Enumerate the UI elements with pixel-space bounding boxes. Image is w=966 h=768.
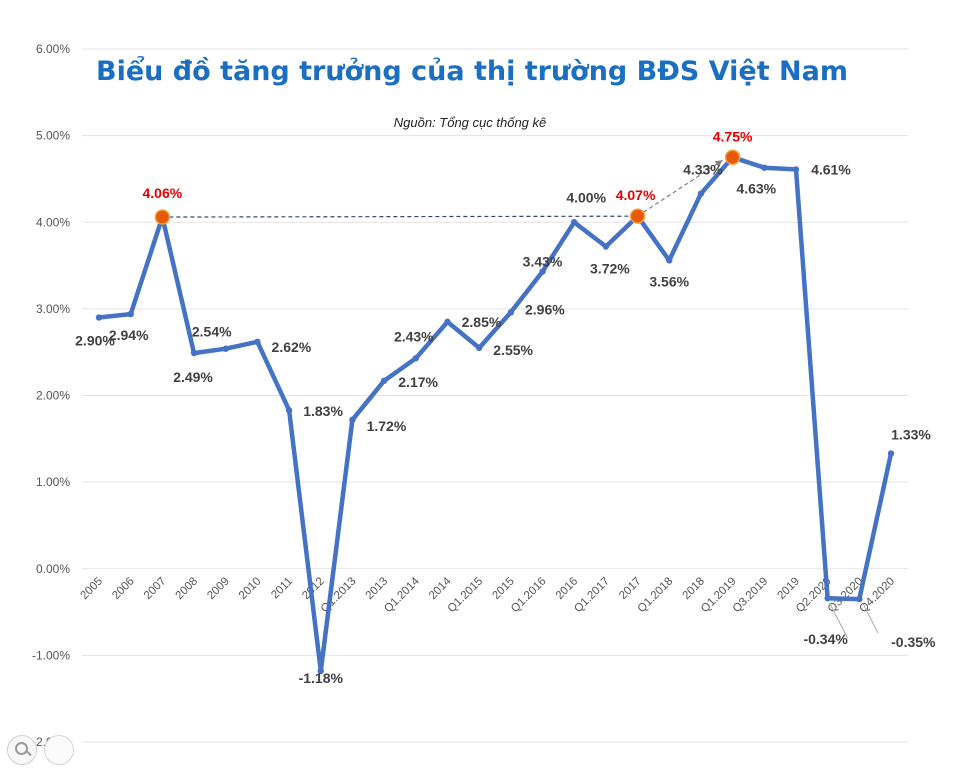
data-point bbox=[222, 345, 229, 352]
y-tick-label: 1.00% bbox=[36, 475, 70, 489]
data-label: 2.94% bbox=[109, 327, 149, 343]
data-label: 4.63% bbox=[736, 181, 776, 197]
x-tick-label: 2018 bbox=[680, 575, 707, 602]
highlight-point bbox=[629, 208, 646, 224]
data-point bbox=[317, 667, 324, 675]
x-tick-label: Q1.2018 bbox=[636, 575, 676, 615]
data-point bbox=[349, 416, 356, 423]
x-tick-label: 2013 bbox=[364, 575, 391, 602]
data-label: 4.06% bbox=[143, 185, 183, 201]
data-points bbox=[95, 149, 895, 675]
data-point bbox=[792, 166, 800, 173]
data-label: 4.00% bbox=[566, 189, 606, 205]
data-label: 2.43% bbox=[394, 328, 434, 344]
reference-dashed-line bbox=[162, 215, 638, 218]
data-point bbox=[380, 377, 388, 384]
data-point bbox=[412, 355, 419, 362]
data-label: 2.55% bbox=[493, 342, 533, 358]
y-tick-label: -1.00% bbox=[32, 648, 70, 662]
data-point bbox=[887, 450, 895, 457]
data-point bbox=[127, 310, 134, 318]
x-tick-label: Q1.2015 bbox=[446, 575, 486, 615]
zoom-secondary-icon[interactable] bbox=[44, 735, 74, 765]
data-label: 2.49% bbox=[173, 369, 213, 385]
x-tick-label: 2010 bbox=[237, 575, 264, 602]
data-point bbox=[697, 190, 705, 197]
x-tick-label: 2011 bbox=[269, 575, 295, 601]
data-label: 2.96% bbox=[525, 301, 565, 317]
x-tick-label: Q1.2017 bbox=[572, 575, 612, 615]
y-tick-label: 3.00% bbox=[36, 302, 70, 316]
data-point bbox=[824, 595, 831, 602]
data-label: 4.61% bbox=[811, 161, 851, 177]
leader-line bbox=[862, 603, 879, 634]
data-label: -0.35% bbox=[891, 634, 936, 650]
leader-line bbox=[829, 602, 849, 639]
data-point bbox=[602, 243, 610, 250]
x-tick-label: 2015 bbox=[490, 575, 517, 602]
reference-arrow bbox=[643, 159, 723, 213]
data-point bbox=[475, 344, 483, 352]
data-point bbox=[254, 338, 261, 345]
data-point bbox=[666, 257, 673, 264]
x-tick-label: 2016 bbox=[554, 575, 581, 602]
highlight-point bbox=[154, 209, 171, 225]
data-point bbox=[507, 309, 515, 316]
x-tick-label: Q3.2019 bbox=[731, 575, 771, 615]
data-label: 2.54% bbox=[192, 324, 232, 340]
x-tick-label: 2007 bbox=[142, 575, 169, 602]
data-label: 2.17% bbox=[398, 374, 438, 390]
x-tick-label: 2017 bbox=[617, 575, 644, 602]
y-tick-label: 6.00% bbox=[36, 42, 70, 56]
data-label: 3.56% bbox=[649, 273, 689, 289]
data-label: 1.83% bbox=[303, 403, 343, 419]
data-label: 4.33% bbox=[683, 162, 723, 178]
chart-title: Biểu đồ tăng trưởng của thị trường BĐS V… bbox=[96, 54, 848, 87]
data-label: 2.85% bbox=[462, 314, 502, 330]
x-tick-label: 2005 bbox=[79, 575, 106, 602]
y-axis-ticks: 6.00% 5.00% 4.00% 3.00% 2.00% 1.00% 0.00% -1.00… bbox=[32, 42, 70, 749]
reference-arrows bbox=[162, 159, 723, 218]
chart-subtitle: Nguồn: Tổng cục thống kê bbox=[394, 115, 547, 130]
data-label: 3.43% bbox=[523, 254, 563, 270]
data-label: 2.62% bbox=[272, 339, 312, 355]
data-label: 2.90% bbox=[75, 333, 115, 349]
x-tick-label: 2006 bbox=[110, 575, 137, 602]
data-point bbox=[95, 314, 103, 321]
data-label: 3.72% bbox=[590, 261, 630, 277]
data-point bbox=[761, 164, 768, 171]
x-tick-label: Q1.2014 bbox=[382, 575, 422, 615]
data-point bbox=[285, 407, 293, 414]
data-point bbox=[856, 595, 863, 603]
x-tick-label: 2008 bbox=[174, 575, 201, 602]
data-label: 4.07% bbox=[616, 187, 656, 203]
x-tick-label: 2009 bbox=[205, 575, 232, 602]
zoom-icon[interactable] bbox=[7, 735, 37, 765]
data-label: -1.18% bbox=[299, 670, 344, 686]
x-tick-label: Q1.2013 bbox=[319, 575, 359, 615]
data-point bbox=[444, 318, 451, 326]
data-label: 1.33% bbox=[891, 427, 931, 443]
y-tick-label: 4.00% bbox=[36, 215, 70, 229]
y-tick-label: 0.00% bbox=[36, 562, 70, 576]
data-label: -0.34% bbox=[803, 631, 848, 647]
data-point bbox=[190, 349, 198, 357]
x-tick-label: Q1.2016 bbox=[509, 575, 549, 615]
gridlines bbox=[82, 48, 908, 743]
data-point bbox=[571, 219, 578, 226]
data-labels: 2.90%2.94% 4.06% 2.49% 2.54% 2.62% 1.83% -1.18… bbox=[75, 128, 936, 686]
y-tick-label: 5.00% bbox=[36, 129, 70, 143]
series-polyline bbox=[96, 155, 894, 674]
x-tick-label: 2019 bbox=[775, 575, 802, 602]
data-point bbox=[539, 268, 546, 275]
x-tick-label: 2014 bbox=[427, 575, 454, 602]
y-tick-label: 2.00% bbox=[36, 389, 70, 403]
series-line bbox=[96, 155, 894, 674]
data-label: 4.75% bbox=[713, 128, 753, 144]
data-label: 1.72% bbox=[367, 418, 407, 434]
highlight-point bbox=[724, 149, 741, 166]
